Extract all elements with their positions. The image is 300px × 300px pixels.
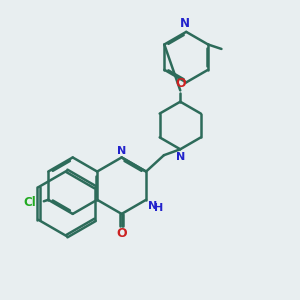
Text: O: O	[116, 227, 127, 240]
Text: N: N	[180, 17, 190, 30]
Text: O: O	[175, 77, 186, 90]
Text: Cl: Cl	[24, 196, 36, 209]
Text: N: N	[176, 152, 185, 162]
Text: N: N	[117, 146, 126, 156]
Text: H: H	[154, 203, 164, 213]
Text: N: N	[148, 201, 157, 211]
